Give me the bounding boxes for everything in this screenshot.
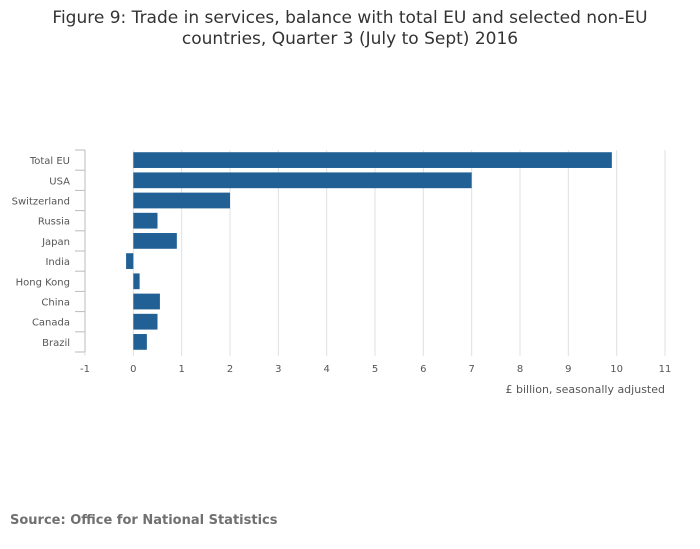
bar: [133, 313, 158, 330]
x-tick-label: 11: [659, 364, 672, 375]
x-axis-label: £ billion, seasonally adjusted: [506, 383, 665, 396]
y-tick-label: Hong Kong: [16, 277, 70, 288]
x-tick-label: 7: [468, 364, 474, 375]
bar: [133, 233, 177, 249]
bar: [133, 172, 472, 189]
bar: [126, 253, 134, 269]
y-tick-label: Total EU: [29, 156, 70, 167]
x-tick-label: 9: [565, 364, 571, 375]
y-tick-label: Canada: [32, 318, 70, 329]
y-tick-label: China: [41, 298, 70, 309]
bar: [133, 334, 147, 350]
y-tick-label: Russia: [38, 217, 70, 228]
x-tick-label: 4: [323, 364, 329, 375]
x-tick-label: -1: [80, 364, 90, 375]
chart-title-line-2: countries, Quarter 3 (July to Sept) 2016: [181, 29, 519, 49]
x-tick-label: 1: [178, 364, 184, 375]
y-tick-label: Brazil: [42, 338, 70, 349]
x-tick-label: 2: [227, 364, 233, 375]
chart-title-line-1: Figure 9: Trade in services, balance wit…: [52, 8, 648, 28]
bar: [133, 293, 160, 310]
x-tick-label: 5: [372, 364, 378, 375]
x-tick-label: 3: [275, 364, 281, 375]
y-tick-label: Japan: [41, 237, 70, 248]
x-tick-label: 0: [130, 364, 136, 375]
bar: [133, 273, 140, 290]
y-tick-label: India: [45, 257, 70, 268]
y-tick-label: USA: [49, 176, 70, 187]
source-note: Source: Office for National Statistics: [10, 513, 278, 528]
bar: [133, 192, 230, 209]
bar: [133, 212, 158, 229]
bar: [133, 152, 612, 168]
x-tick-label: 6: [420, 364, 426, 375]
x-tick-label: 10: [610, 364, 623, 375]
y-tick-label: Switzerland: [12, 197, 70, 208]
x-tick-label: 8: [517, 364, 523, 375]
chart-title: Figure 9: Trade in services, balance wit…: [0, 8, 700, 50]
